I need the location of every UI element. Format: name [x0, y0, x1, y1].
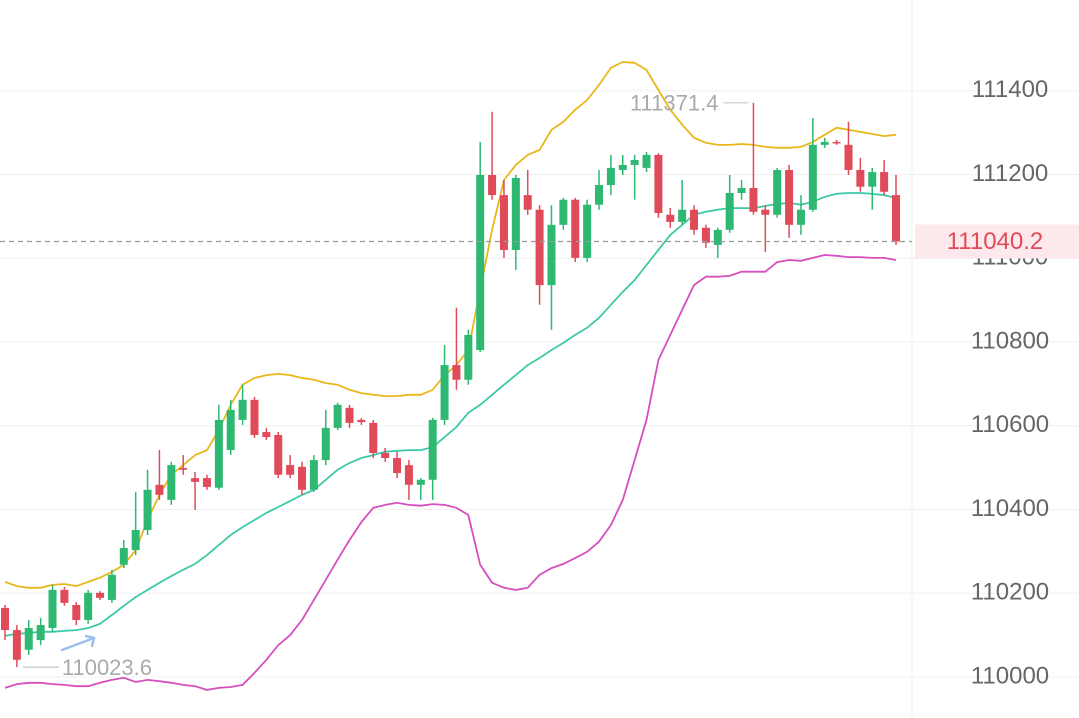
candle-body: [892, 195, 900, 242]
candles: [1, 102, 900, 668]
candle-body: [12, 630, 21, 660]
bands: [4, 61, 897, 691]
max-label: 111371.4: [630, 91, 719, 116]
candle-body: [690, 209, 699, 230]
candle-body: [440, 365, 449, 420]
y-tick-label: 111400: [972, 76, 1049, 103]
candle-body: [820, 141, 829, 145]
candle-body: [713, 229, 722, 245]
candle-body: [333, 404, 342, 428]
y-tick-label: 111200: [972, 160, 1049, 187]
candle-body: [559, 199, 568, 225]
band-line: [4, 254, 897, 691]
candle-body: [369, 422, 378, 453]
candle-body: [119, 548, 128, 565]
overlay: 111371.4 110023.6 111040.2: [0, 91, 1079, 680]
candle-body: [832, 141, 841, 144]
candle-body: [606, 167, 615, 186]
candle-body: [523, 195, 532, 210]
candle-body: [428, 419, 437, 480]
candle-body: [345, 407, 354, 423]
candle-body: [1, 607, 9, 631]
candle-body: [701, 227, 710, 243]
band-line: [4, 192, 897, 637]
candle-body: [24, 627, 33, 650]
candle-body: [238, 399, 247, 420]
candle-body: [96, 592, 105, 598]
candle-body: [571, 199, 580, 258]
candle-body: [72, 604, 81, 621]
candle-body: [773, 169, 782, 215]
candle-body: [286, 465, 295, 475]
candle-body: [452, 365, 461, 380]
y-tick-label: 110600: [971, 411, 1049, 438]
candle-body: [547, 224, 556, 286]
candle-body: [262, 432, 271, 438]
candle-body: [191, 478, 200, 482]
candle-body: [179, 468, 188, 470]
candle-body: [737, 187, 746, 194]
candle-body: [666, 214, 675, 222]
y-tick-label: 110200: [971, 579, 1049, 606]
candle-body: [60, 589, 69, 603]
candle-body: [808, 144, 817, 210]
candle-body: [583, 204, 592, 258]
candle-body: [488, 174, 497, 196]
candle-body: [309, 460, 318, 490]
candle-body: [654, 154, 663, 214]
candle-body: [416, 479, 425, 485]
candle-body: [476, 174, 485, 350]
candle-body: [167, 465, 176, 500]
candle-body: [155, 484, 164, 495]
y-tick-label: 110800: [971, 327, 1049, 354]
candle-body: [796, 209, 805, 225]
candle-body: [274, 434, 283, 475]
candle-body: [844, 144, 853, 170]
marker-icon: [60, 634, 96, 652]
candle-body: [880, 172, 889, 192]
candle-body: [868, 172, 877, 187]
candle-body: [202, 478, 211, 487]
candle-body: [761, 209, 770, 215]
candle-body: [630, 159, 639, 165]
candle-body: [404, 465, 413, 485]
candle-body: [226, 409, 235, 451]
candle-body: [214, 419, 223, 488]
y-tick-label: 110000: [971, 662, 1049, 689]
candle-body: [131, 530, 140, 551]
candle-body: [84, 592, 93, 621]
y-tick-label: 110400: [971, 495, 1049, 522]
candle-body: [618, 164, 627, 170]
candle-body: [464, 334, 473, 380]
candle-body: [393, 458, 402, 474]
grid: 1100001102001104001106001108001110001112…: [0, 76, 1079, 689]
candle-body: [143, 489, 152, 531]
candle-body: [107, 574, 116, 600]
last-price-box: [915, 224, 1079, 259]
candle-body: [642, 154, 651, 168]
candle-body: [785, 169, 794, 225]
candle-body: [357, 419, 366, 423]
candle-body: [856, 169, 865, 187]
candle-body: [749, 187, 758, 212]
candle-body: [511, 177, 520, 250]
candle-body: [678, 209, 687, 222]
last-price-label: 111040.2: [947, 228, 1044, 255]
candle-body: [499, 195, 508, 250]
candle-body: [48, 589, 57, 628]
band-line: [4, 61, 897, 589]
candle-body: [321, 427, 330, 461]
candle-body: [298, 466, 306, 490]
candle-body: [535, 209, 544, 286]
candle-body: [595, 185, 603, 205]
candle-body: [381, 452, 390, 459]
min-label: 110023.6: [62, 655, 152, 680]
candle-body: [36, 625, 45, 641]
candle-body: [250, 399, 259, 435]
candle-body: [725, 193, 734, 230]
